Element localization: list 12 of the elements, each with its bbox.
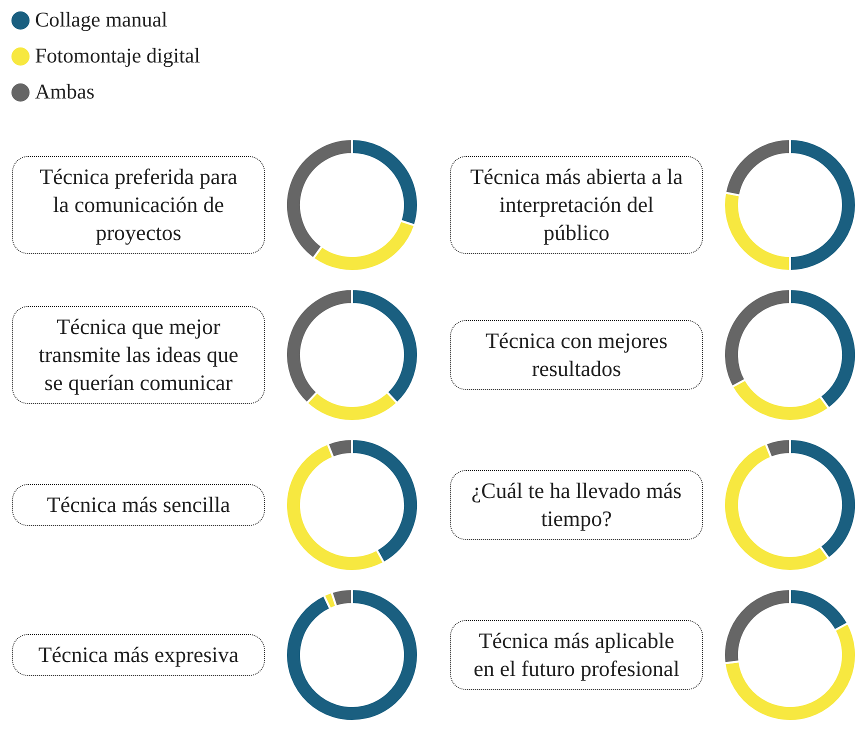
text: Técnica que mejor transmite las ideas que se querían comunicar [12, 306, 265, 404]
legend-label: Collage manual [35, 8, 168, 32]
donut-slice [285, 588, 419, 722]
text: Técnica con mejores resultados [450, 320, 703, 390]
text: Técnica más sencilla [12, 484, 265, 526]
text: Técnica más abierta a la interpretación del público [450, 156, 703, 254]
text: Técnica más expresiva [12, 634, 265, 676]
text: Técnica preferida para la comunicación de proyectos [12, 156, 265, 254]
legend-label: Ambas [35, 80, 94, 104]
legend-label: Fotomontaje digital [35, 44, 200, 68]
text: Técnica más aplicable en el futuro profesional [450, 620, 703, 690]
text: ¿Cuál te ha llevado más tiempo? [450, 470, 703, 540]
